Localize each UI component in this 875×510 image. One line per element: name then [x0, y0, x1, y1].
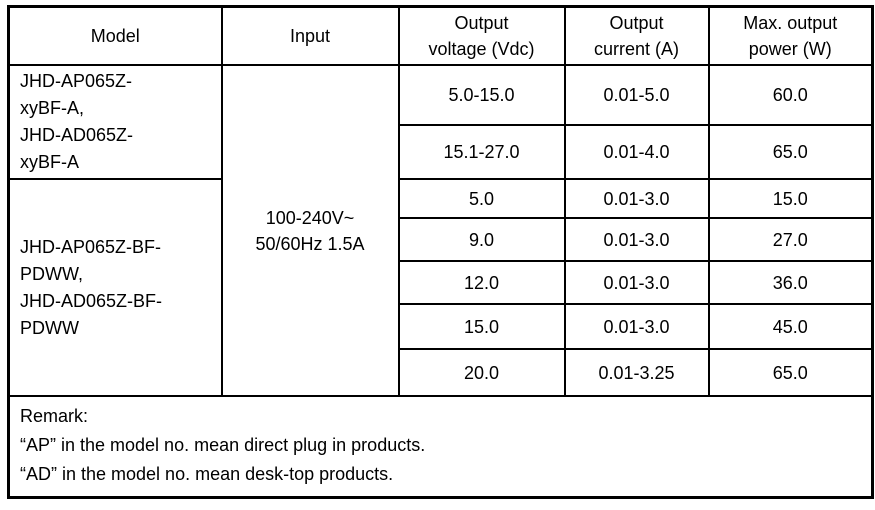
voltage-cell: 15.0 — [397, 303, 566, 351]
model-group-1-cell: JHD-AP065Z- xyBF-A, JHD-AD065Z- xyBF-A — [7, 64, 223, 181]
remark-title: Remark: — [20, 406, 89, 427]
header-row: Model Input Output voltage (Vdc) Output … — [7, 5, 874, 67]
input-cell: 100-240V~ 50/60Hz 1.5A — [220, 64, 400, 398]
table-row: 15.0 0.01-3.0 45.0 — [9, 303, 874, 351]
current-cell: 0.01-4.0 — [563, 124, 710, 181]
voltage-cell: 5.0-15.0 — [397, 64, 566, 127]
remark-cell: Remark: “AP” in the model no. mean direc… — [7, 395, 874, 499]
power-cell: 60.0 — [707, 64, 874, 127]
table-row: 15.1-27.0 0.01-4.0 65.0 — [9, 124, 874, 181]
table-row: 12.0 0.01-3.0 36.0 — [9, 260, 874, 306]
model-group-2-cell: JHD-AP065Z-BF- PDWW, JHD-AD065Z-BF- PDWW — [7, 178, 223, 398]
remark-line-2: “AD” in the model no. mean desk-top prod… — [20, 463, 394, 484]
power-cell: 65.0 — [707, 348, 874, 398]
power-cell: 36.0 — [707, 260, 874, 306]
current-cell: 0.01-3.0 — [563, 260, 710, 306]
table-row: 9.0 0.01-3.0 27.0 — [9, 217, 874, 263]
table-row: JHD-AP065Z-BF- PDWW, JHD-AD065Z-BF- PDWW… — [7, 178, 874, 398]
power-cell: 27.0 — [707, 217, 874, 263]
current-cell: 0.01-3.0 — [563, 217, 710, 263]
voltage-cell: 20.0 — [397, 348, 566, 398]
voltage-cell: 9.0 — [397, 217, 566, 263]
remark-line-1: “AP” in the model no. mean direct plug i… — [20, 434, 426, 455]
voltage-cell: 15.1-27.0 — [397, 124, 566, 181]
current-cell: 0.01-5.0 — [563, 64, 710, 127]
power-cell: 15.0 — [707, 178, 874, 220]
col-header-input: Input — [220, 5, 400, 67]
table-row: 20.0 0.01-3.25 65.0 — [9, 348, 874, 398]
table-row: JHD-AP065Z- xyBF-A, JHD-AD065Z- xyBF-A 1… — [7, 64, 874, 398]
power-cell: 65.0 — [707, 124, 874, 181]
current-cell: 0.01-3.0 — [563, 178, 710, 220]
spec-table: Model Input Output voltage (Vdc) Output … — [7, 5, 874, 499]
current-cell: 0.01-3.0 — [563, 303, 710, 351]
col-header-current: Output current (A) — [563, 5, 710, 67]
col-header-model: Model — [7, 5, 223, 67]
power-cell: 45.0 — [707, 303, 874, 351]
current-cell: 0.01-3.25 — [563, 348, 710, 398]
remark-row: Remark: “AP” in the model no. mean direc… — [7, 395, 874, 499]
voltage-cell: 12.0 — [397, 260, 566, 306]
col-header-power: Max. output power (W) — [707, 5, 874, 67]
col-header-voltage: Output voltage (Vdc) — [397, 5, 566, 67]
voltage-cell: 5.0 — [397, 178, 566, 220]
